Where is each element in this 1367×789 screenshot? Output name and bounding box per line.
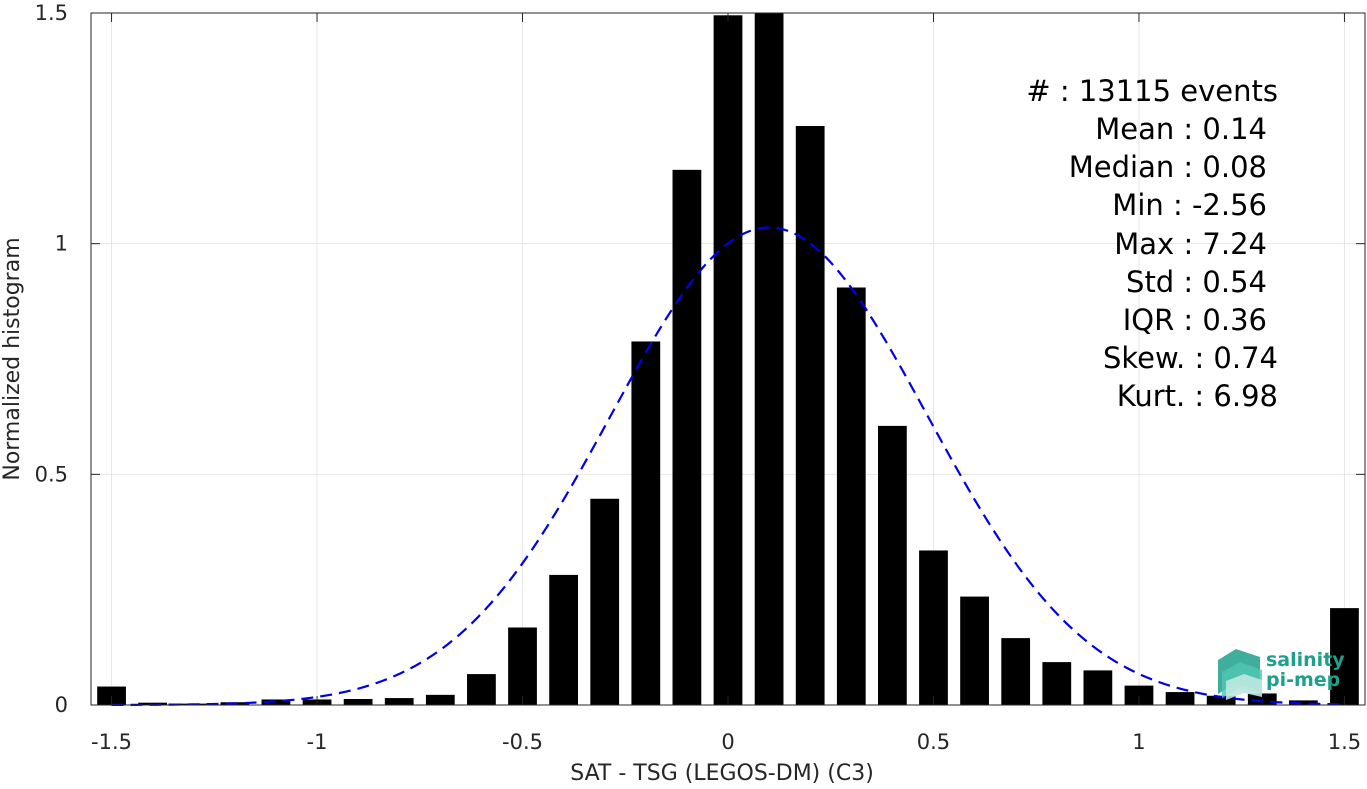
histogram-bar [261,699,291,705]
histogram-bar [672,169,702,705]
salinity-pimep-logo: salinity pi-mep [1218,649,1345,700]
stats-mean: Mean : 0.14 [1095,112,1267,146]
histogram-bar [713,15,743,706]
histogram-bar [343,699,373,705]
wave-logo-icon [1218,649,1262,700]
gaussian-fit-line [111,226,1345,707]
y-tick-label: 1 [55,232,68,256]
x-tick-label: -0.5 [502,730,543,754]
histogram-bar [1330,608,1359,705]
histogram-bar [754,13,784,705]
histogram-bar [919,550,948,705]
logo-line2: pi-mep [1266,669,1340,691]
histogram-bar [1083,670,1113,705]
histogram-bar [425,694,455,705]
stats-box: # : 13115 events Mean : 0.14 Median : 0.… [1026,74,1278,413]
x-tick-label: 1 [1132,730,1145,754]
histogram-bar [1288,700,1318,705]
y-axis-title: Normalized histogram [0,237,25,480]
ticks-layer: -1.5 -1 -0.5 0 0.5 1 1.5 0 0.5 1 1.5 [35,1,1365,754]
histogram-bar [467,674,496,705]
histogram-bar [1042,662,1072,705]
logo-line1: salinity [1266,649,1345,671]
y-tick-label: 0.5 [35,462,68,486]
histogram-bar [836,287,866,705]
fit-curve-layer [111,226,1345,707]
stats-min: Min : -2.56 [1112,188,1267,222]
histogram-bar [97,686,126,705]
stats-max: Max : 7.24 [1114,227,1267,261]
histogram-bar [549,574,578,705]
histogram-bar [590,498,620,705]
histogram-bar [795,126,825,705]
x-tick-label: 1.5 [1328,730,1361,754]
bars-layer [97,13,1359,706]
y-tick-label: 0 [55,693,68,717]
x-tick-label: 0.5 [917,730,950,754]
stats-skew: Skew. : 0.74 [1103,341,1278,375]
histogram-bar [631,341,661,705]
x-tick-label: 0 [721,730,734,754]
histogram-bar [1124,685,1154,705]
histogram-bar [1247,693,1277,705]
histogram-bar [878,425,907,705]
histogram-bar [1001,638,1031,705]
histogram-bar [1165,692,1195,705]
histogram-bar [1206,695,1236,705]
x-tick-label: -1.5 [91,730,132,754]
y-tick-label: 1.5 [35,1,68,25]
stats-iqr: IQR : 0.36 [1123,303,1267,337]
x-tick-label: -1 [307,730,328,754]
stats-kurt: Kurt. : 6.98 [1117,379,1278,413]
stats-count: # : 13115 events [1026,74,1278,108]
histogram-bar [508,627,537,705]
stats-std: Std : 0.54 [1126,265,1267,299]
stats-median: Median : 0.08 [1069,150,1267,184]
histogram-bar [384,698,414,705]
x-axis-title: SAT - TSG (LEGOS-DM) (C3) [570,761,874,785]
histogram-bar [960,596,989,705]
